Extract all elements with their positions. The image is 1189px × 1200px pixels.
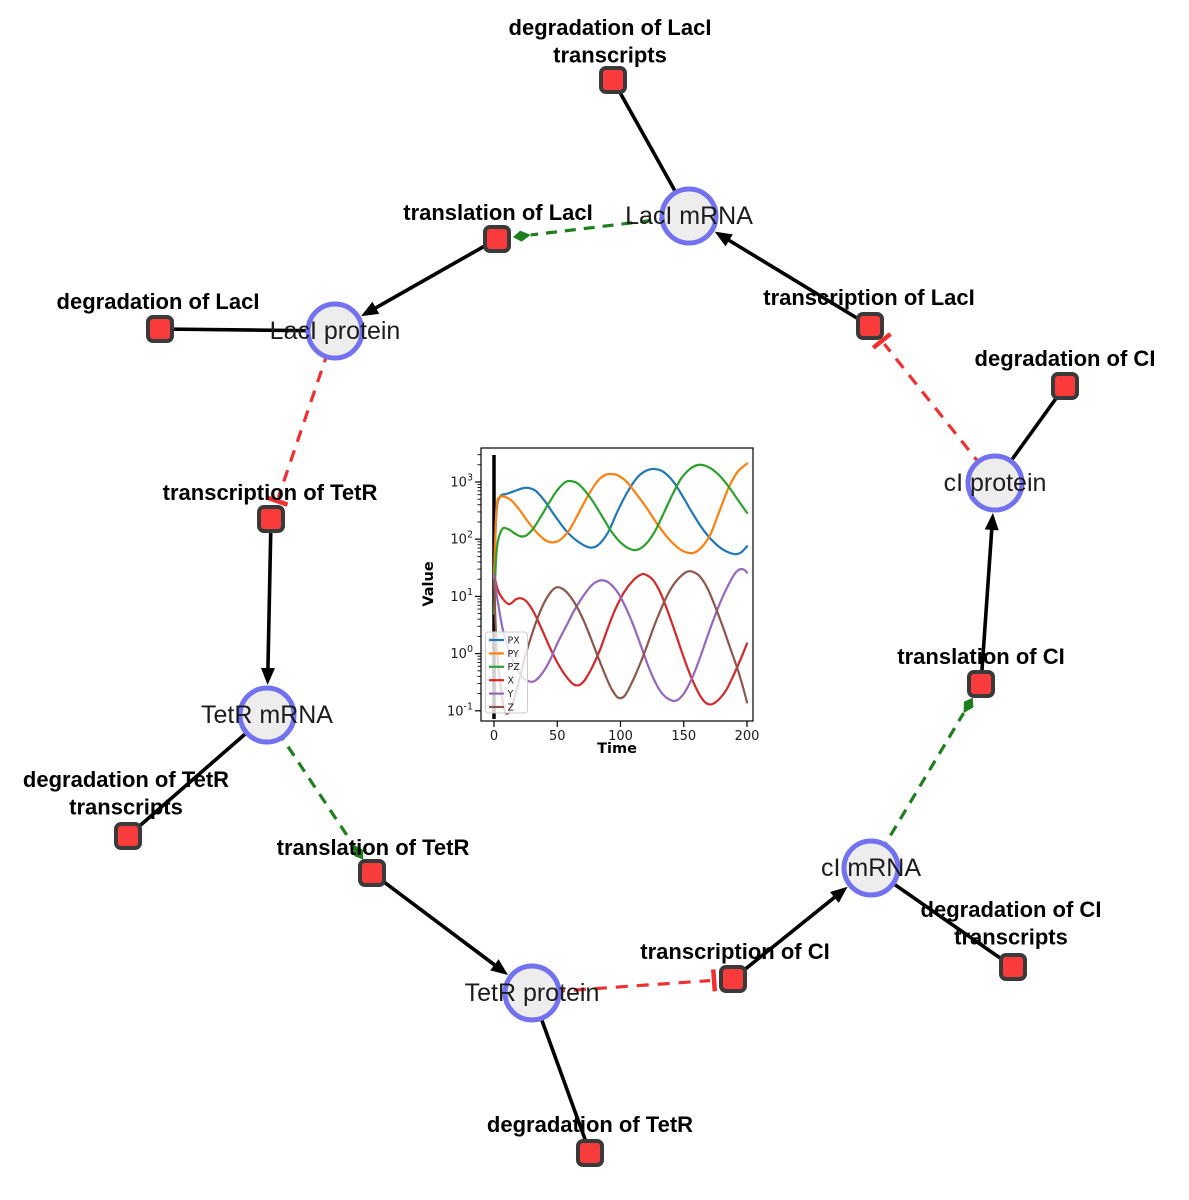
species-node-tetR_protein xyxy=(502,963,562,1023)
arrowhead-icon xyxy=(714,231,733,247)
arrowhead-icon xyxy=(829,886,848,903)
x-tick-label-0: 0 xyxy=(490,729,498,744)
x-tick-label-100: 100 xyxy=(608,729,633,744)
chart-line-X xyxy=(492,572,749,706)
legend-label-PZ: PZ xyxy=(508,662,521,673)
species-node-cI_protein xyxy=(965,453,1025,513)
reaction-label-degradation_of_TetR_transcripts-line1: transcripts xyxy=(69,795,183,820)
chart-series xyxy=(492,462,749,715)
legend-label-X: X xyxy=(508,676,515,687)
reaction-node-translation_of_LacI xyxy=(483,225,511,253)
reaction-label-degradation_of_CI_transcripts-line0: degradation of CI xyxy=(921,897,1102,922)
legend-label-PY: PY xyxy=(508,649,520,660)
edge-catalysis-cI_mRNA-to-translation_of_CI xyxy=(869,697,974,869)
species-label-tetR_protein: TetR protein xyxy=(465,979,600,1007)
reaction-label-degradation_of_LacI_transcripts-line1: transcripts xyxy=(553,43,667,68)
edge-production-transcription_of_CI-to-cI_mRNA xyxy=(731,886,848,981)
catalysis-diamond-icon xyxy=(963,697,974,714)
reaction-label-translation_of_TetR-line0: translation of TetR xyxy=(277,835,470,860)
reaction-label-translation_of_CI-line0: translation of CI xyxy=(897,644,1064,669)
x-tick-label-150: 150 xyxy=(671,729,696,744)
reaction-node-degradation_of_TetR xyxy=(576,1139,604,1167)
reaction-label-transcription_of_CI-line0: transcription of CI xyxy=(640,939,829,964)
edge-inhibition-cI_protein-to-transcription_of_LacI xyxy=(871,332,997,484)
reaction-label-degradation_of_LacI_transcripts-line0: degradation of LacI xyxy=(509,15,712,40)
arrowhead-icon xyxy=(260,667,275,686)
edge-production-transcription_of_TetR-to-tetR_mRNA xyxy=(260,518,275,686)
reaction-label-degradation_of_CI-line0: degradation of CI xyxy=(975,346,1156,371)
y-tick-label-1e0: 100 xyxy=(450,644,473,662)
reaction-label-degradation_of_LacI-line0: degradation of LacI xyxy=(57,289,260,314)
y-tick-label-1e1: 101 xyxy=(450,587,473,605)
edge-inhibition-tetR_protein-to-transcription_of_CI xyxy=(531,969,718,995)
reaction-label-degradation_of_TetR_transcripts-line0: degradation of TetR xyxy=(23,767,229,792)
species-label-cI_mRNA: cI mRNA xyxy=(821,854,921,882)
catalysis-diamond-icon xyxy=(353,844,364,860)
species-node-lacI_protein xyxy=(305,301,365,361)
reaction-node-transcription_of_CI xyxy=(719,965,747,993)
y-tick-label-1e-1: 10-1 xyxy=(447,701,473,719)
edge-plain-tetR_mRNA-to-degradation_of_TetR_transcripts xyxy=(126,713,269,838)
inhibition-tbar-icon xyxy=(265,495,289,507)
chart-line-PY xyxy=(492,462,749,581)
chart-legend: PX PY PZ XYZ xyxy=(485,631,528,714)
labels-layer: LacI mRNA LacI protein TetR mRNA TetR prote… xyxy=(23,15,1156,1137)
x-tick-label-200: 200 xyxy=(735,729,760,744)
reaction-label-degradation_of_CI_transcripts-line1: transcripts xyxy=(954,925,1068,950)
species-label-tetR_mRNA: TetR mRNA xyxy=(201,701,333,729)
species-node-lacI_mRNA xyxy=(659,186,719,246)
reaction-node-degradation_of_CI_transcripts xyxy=(999,953,1027,981)
species-node-tetR_mRNA xyxy=(237,685,297,745)
reaction-node-translation_of_CI xyxy=(967,670,995,698)
inhibition-tbar-icon xyxy=(711,969,718,992)
reaction-node-degradation_of_CI xyxy=(1051,372,1079,400)
reaction-label-transcription_of_LacI-line0: transcription of LacI xyxy=(763,285,974,310)
arrowhead-icon xyxy=(984,512,999,531)
y-tick-label-1e2: 102 xyxy=(450,530,473,548)
reaction-node-degradation_of_LacI xyxy=(146,315,174,343)
legend-label-PX: PX xyxy=(508,635,521,646)
reaction-label-translation_of_LacI-line0: translation of LacI xyxy=(403,200,592,225)
chart-line-PZ xyxy=(492,463,749,615)
reaction-node-transcription_of_TetR xyxy=(257,505,285,533)
edge-production-translation_of_LacI-to-lacI_protein xyxy=(361,237,498,317)
edge-production-translation_of_CI-to-cI_protein xyxy=(979,512,999,685)
reaction-node-degradation_of_TetR_transcripts xyxy=(114,822,142,850)
nodes-layer xyxy=(114,66,1079,1167)
reaction-node-degradation_of_LacI_transcripts xyxy=(599,66,627,94)
reaction-label-transcription_of_TetR-line0: transcription of TetR xyxy=(163,480,378,505)
legend-label-Z: Z xyxy=(508,702,515,713)
y-tick-label-1e3: 103 xyxy=(450,473,473,491)
edges-layer xyxy=(126,79,1067,1154)
species-node-cI_mRNA xyxy=(841,838,901,898)
inset-chart: 0 50 100 150 20010-1100101102103TimeValuePXP… xyxy=(421,447,760,757)
legend-label-Y: Y xyxy=(507,689,514,700)
chart-xlabel: Time xyxy=(597,741,637,757)
catalysis-diamond-icon xyxy=(512,230,531,242)
reaction-label-degradation_of_TetR-line0: degradation of TetR xyxy=(487,1112,693,1137)
edge-production-translation_of_TetR-to-tetR_protein xyxy=(370,871,508,975)
species-label-cI_protein: cI protein xyxy=(944,469,1047,497)
x-tick-label-50: 50 xyxy=(549,729,566,744)
reaction-node-translation_of_TetR xyxy=(358,859,386,887)
legend-box xyxy=(485,631,528,714)
chart-frame xyxy=(480,447,754,722)
species-label-lacI_protein: LacI protein xyxy=(270,317,401,345)
arrowhead-icon xyxy=(361,301,380,317)
chart-line-PX xyxy=(492,467,749,581)
chart-ylabel: Value xyxy=(421,561,437,607)
arrowhead-icon xyxy=(490,959,508,975)
reaction-node-transcription_of_LacI xyxy=(856,312,884,340)
inhibition-tbar-icon xyxy=(871,332,892,350)
chart-line-Y xyxy=(492,567,749,703)
edge-production-transcription_of_LacI-to-lacI_mRNA xyxy=(714,231,871,328)
species-label-lacI_mRNA: LacI mRNA xyxy=(625,202,753,230)
